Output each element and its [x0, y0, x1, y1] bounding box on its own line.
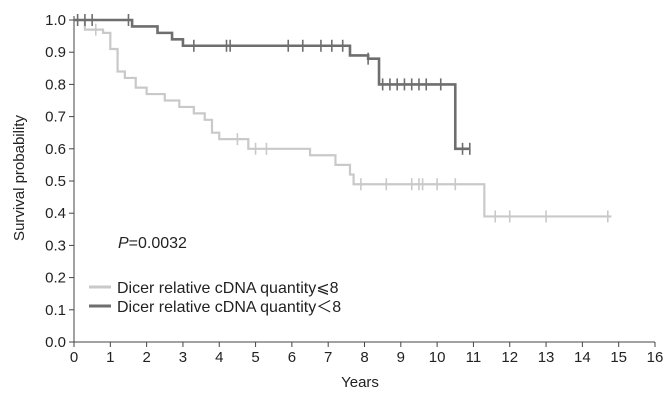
- y-tick-label: 0.8: [45, 76, 66, 93]
- x-tick-label: 3: [179, 349, 187, 366]
- survival-curves: [74, 18, 612, 218]
- survival-curve-high: [74, 18, 612, 218]
- y-tick-label: 0.5: [45, 173, 66, 190]
- y-tick-label: 0.9: [45, 44, 66, 61]
- censor-marks: [76, 14, 609, 223]
- x-tick-label: 4: [215, 349, 223, 366]
- p-value-label: P: [118, 235, 129, 252]
- x-axis-title: Years: [341, 374, 379, 391]
- x-tick-label: 15: [610, 349, 627, 366]
- y-tick-label: 0.0: [45, 334, 66, 351]
- x-tick-label: 7: [324, 349, 332, 366]
- y-tick-label: 1.0: [45, 12, 66, 29]
- x-tick-label: 8: [360, 349, 368, 366]
- x-tick-label: 14: [574, 349, 591, 366]
- p-value-annotation: P=0.0032: [118, 235, 187, 252]
- x-tick-label: 2: [142, 349, 150, 366]
- x-tick-label: 5: [251, 349, 259, 366]
- y-tick-label: 0.2: [45, 270, 66, 287]
- legend-label-low: Dicer relative cDNA quantity＜8: [117, 299, 341, 316]
- x-tick-label: 10: [429, 349, 446, 366]
- y-axis-ticks: 0.0 0.1 0.2 0.3 0.4 0.5 0.6 0.7 0.8 0.9 1.0: [45, 12, 74, 351]
- x-tick-label: 9: [397, 349, 405, 366]
- y-axis-title: Survival probability: [11, 115, 28, 241]
- y-tick-label: 0.3: [45, 237, 66, 254]
- x-axis-ticks: 0 1 2 3 4 5 6 7 8 9 10 11 12 13 14 15 16: [70, 342, 664, 366]
- x-tick-label: 16: [647, 349, 664, 366]
- y-tick-label: 0.4: [45, 205, 66, 222]
- x-tick-label: 13: [538, 349, 555, 366]
- legend-label-high: Dicer relative cDNA quantity⩽8: [117, 280, 339, 297]
- x-tick-label: 6: [288, 349, 296, 366]
- legend: Dicer relative cDNA quantity⩽8 Dicer rel…: [89, 280, 341, 316]
- x-tick-label: 1: [106, 349, 114, 366]
- x-tick-label: 0: [70, 349, 78, 366]
- p-value-number: =0.0032: [129, 235, 187, 252]
- y-tick-label: 0.6: [45, 141, 66, 158]
- survival-curve-low: [74, 18, 470, 151]
- y-tick-label: 0.7: [45, 109, 66, 126]
- x-tick-label: 12: [501, 349, 518, 366]
- x-tick-label: 11: [466, 349, 482, 366]
- y-tick-label: 0.1: [45, 302, 66, 319]
